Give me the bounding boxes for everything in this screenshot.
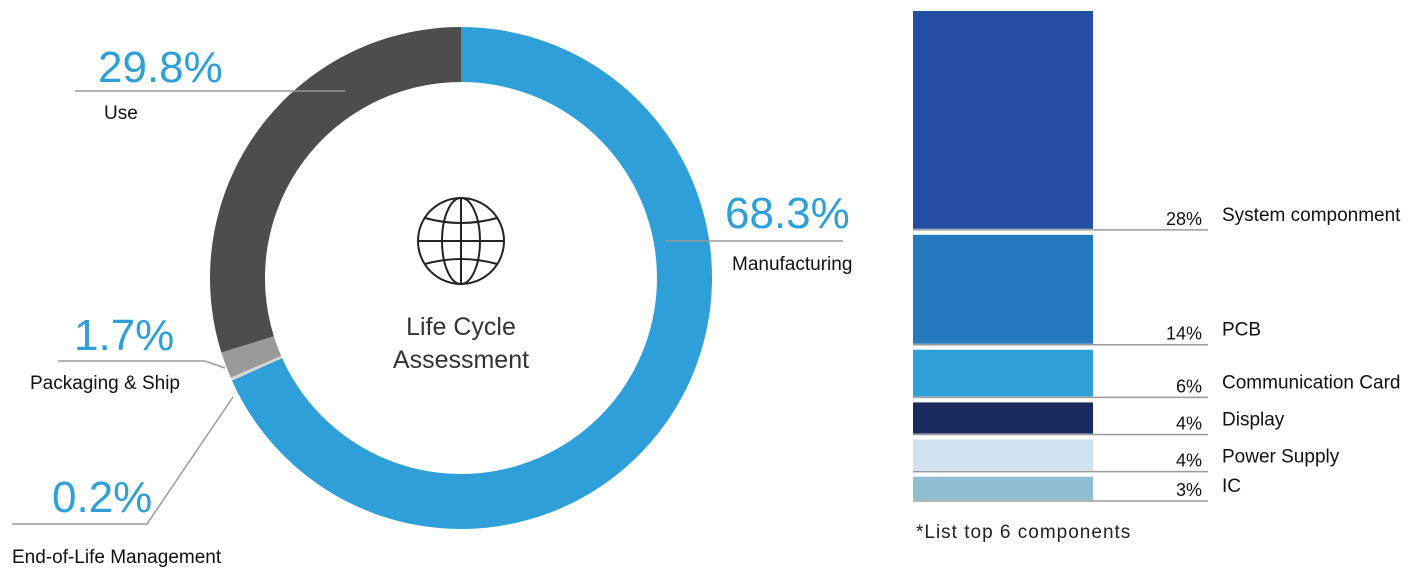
component-stacked-bar: 28% System componment 14% PCB 6% Communicatio…	[913, 11, 1401, 502]
center-title-line-2: Assessment	[393, 346, 529, 374]
donut-leader-lines	[12, 90, 843, 525]
bar-label-power-supply: Power Supply	[1222, 447, 1340, 468]
bar-label-display: Display	[1222, 410, 1285, 431]
bar-segment-system-componment	[913, 11, 1093, 229]
bar-value-display: 4%	[1176, 414, 1202, 434]
donut-chart	[210, 27, 712, 529]
bar-label-system-componment: System componment	[1222, 205, 1401, 226]
bar-segment-ic	[913, 476, 1093, 500]
footnote: *List top 6 components	[916, 522, 1131, 543]
slice-label-end-of-life: End-of-Life Management	[12, 547, 222, 568]
donut-slice-end-of-life-management	[230, 355, 283, 381]
bar-value-power-supply: 4%	[1176, 451, 1202, 471]
leader-line-end-of-life	[12, 396, 234, 525]
slice-label-packaging: Packaging & Ship	[30, 373, 180, 394]
bar-label-pcb: PCB	[1222, 320, 1261, 341]
slice-value-packaging: 1.7%	[74, 311, 174, 360]
bar-segment-power-supply	[913, 439, 1093, 471]
slice-label-manufacturing: Manufacturing	[732, 254, 852, 275]
bar-segment-communication-card	[913, 349, 1093, 397]
slice-value-use: 29.8%	[98, 43, 223, 92]
slice-label-use: Use	[104, 103, 138, 124]
bar-segment-display	[913, 402, 1093, 434]
bar-segment-pcb	[913, 234, 1093, 344]
bar-value-system-componment: 28%	[1166, 209, 1202, 229]
slice-value-end-of-life: 0.2%	[52, 473, 152, 522]
bar-value-pcb: 14%	[1166, 324, 1202, 344]
slice-value-manufacturing: 68.3%	[725, 189, 850, 238]
center-title-line-1: Life Cycle	[406, 313, 516, 341]
globe-icon	[417, 197, 505, 285]
bar-label-communication-card: Communication Card	[1222, 372, 1400, 393]
bar-value-communication-card: 6%	[1176, 376, 1202, 396]
leader-line-packaging	[58, 360, 226, 369]
bar-label-ic: IC	[1222, 476, 1241, 497]
donut-slice-use	[210, 27, 461, 353]
bar-value-ic: 3%	[1176, 480, 1202, 500]
donut-slice-packaging-ship	[221, 336, 282, 378]
